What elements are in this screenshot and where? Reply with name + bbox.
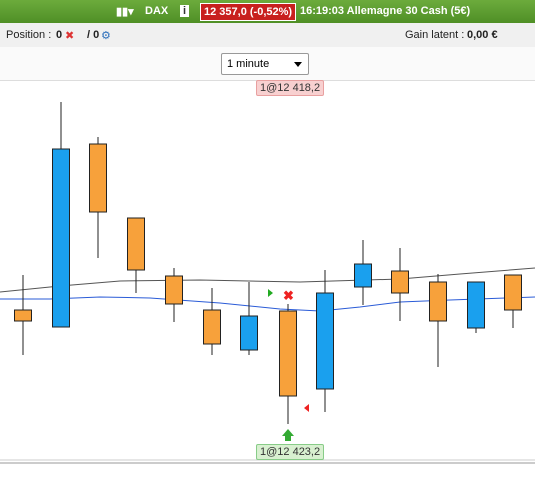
marker: [304, 404, 309, 412]
candle: [203, 309, 221, 345]
moving-average: [0, 296, 535, 312]
gain-value: 0,00 €: [467, 29, 498, 41]
candle: [354, 263, 372, 288]
sell-order[interactable]: 1@12 418,2: [256, 80, 325, 96]
candle: [165, 275, 183, 305]
timeframe: 1 minute: [227, 58, 270, 70]
header-bar: ▮▮▾ DAX i 12 357,0 (-0,52%) 16:19:03 All…: [0, 0, 535, 23]
toolbar: Position : 0 ✖ / 0 ⚙ Gain latent : 0,00 …: [0, 23, 535, 48]
candle: [504, 274, 522, 311]
close-icon[interactable]: ✖: [65, 30, 75, 42]
marker: ✖: [283, 288, 294, 303]
gain-label: Gain latent :: [405, 29, 465, 41]
dropdown-arrow: [294, 62, 302, 71]
candle: [127, 217, 145, 271]
position-label: Position :: [6, 29, 52, 41]
candle: [14, 309, 32, 322]
candle: [240, 315, 258, 351]
session: 16:19:03 Allemagne 30 Cash (5€): [300, 5, 471, 17]
candle: [52, 148, 70, 328]
timeframe-select[interactable]: 1 minute: [221, 53, 309, 75]
position-value: 0: [56, 29, 63, 41]
orders-value: / 0: [87, 29, 100, 41]
info-icon[interactable]: i: [180, 5, 190, 17]
price: 12 357,0 (-0,52%): [200, 3, 297, 21]
marker: [268, 289, 273, 297]
marker: [282, 429, 294, 441]
instrument[interactable]: DAX: [145, 5, 169, 17]
candle: [429, 281, 447, 322]
chart: ✖: [0, 102, 535, 464]
candle: [316, 292, 334, 390]
candle: [279, 310, 297, 397]
moving-average: [0, 267, 535, 293]
candle: [89, 143, 107, 213]
candle: [391, 270, 409, 294]
icon[interactable]: ▮▮▾: [116, 6, 134, 18]
buy-order[interactable]: 1@12 423,2: [256, 444, 325, 460]
candle: [467, 281, 485, 329]
settings-icon[interactable]: ⚙: [101, 30, 111, 42]
